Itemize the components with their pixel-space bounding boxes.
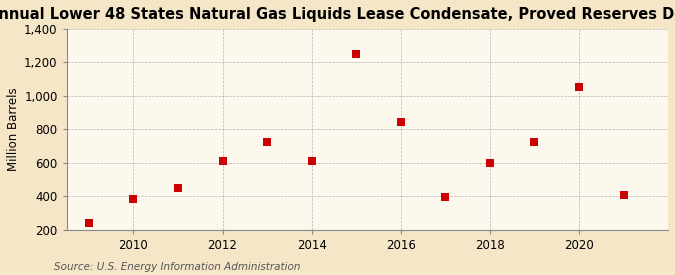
Point xyxy=(128,196,139,201)
Point xyxy=(217,159,228,163)
Point xyxy=(485,160,495,165)
Point xyxy=(529,140,540,145)
Title: Annual Lower 48 States Natural Gas Liquids Lease Condensate, Proved Reserves Dec: Annual Lower 48 States Natural Gas Liqui… xyxy=(0,7,675,22)
Point xyxy=(440,195,451,199)
Point xyxy=(618,193,629,197)
Point xyxy=(262,139,273,144)
Point xyxy=(173,185,184,190)
Point xyxy=(306,159,317,163)
Point xyxy=(574,85,585,89)
Point xyxy=(396,120,406,125)
Text: Source: U.S. Energy Information Administration: Source: U.S. Energy Information Administ… xyxy=(54,262,300,272)
Point xyxy=(351,52,362,56)
Y-axis label: Million Barrels: Million Barrels xyxy=(7,87,20,171)
Point xyxy=(84,221,95,225)
